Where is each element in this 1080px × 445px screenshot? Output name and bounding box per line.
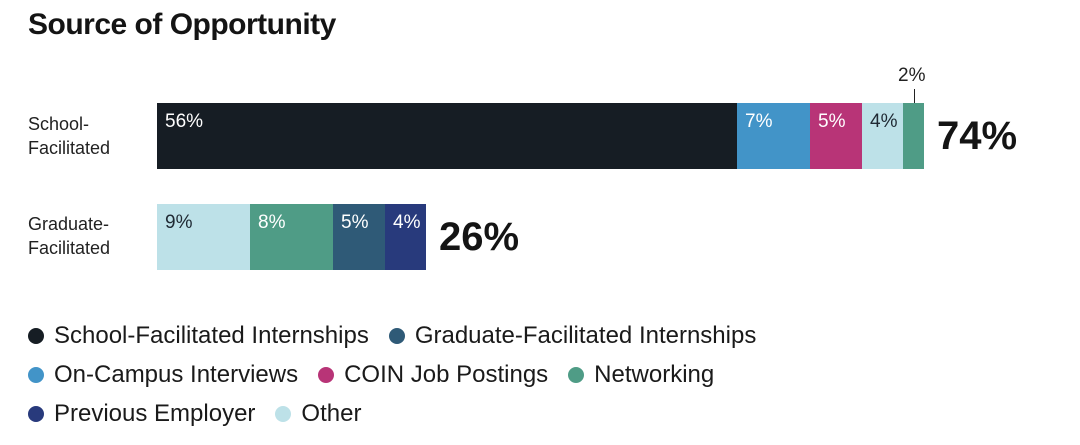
legend-swatch-icon [28,327,44,344]
row-label: Graduate- Facilitated [28,212,110,260]
bar-segment [903,103,924,169]
legend-swatch-icon [568,366,585,383]
bar-segment: 5% [333,204,385,270]
legend-item: COIN Job Postings [318,361,548,389]
bar-segment: 56% [157,103,737,169]
bar-segment: 4% [385,204,426,270]
segment-value-label: 9% [165,212,193,233]
total-label: 74% [937,114,1018,158]
row-label-line: Graduate- [28,214,110,234]
legend: School-Facilitated Internships Graduate-F… [28,316,1068,433]
legend-label: COIN Job Postings [344,360,549,388]
legend-item: Previous Employer [28,400,255,428]
legend-row: Previous Employer Other [28,394,1068,433]
legend-item: Graduate-Facilitated Internships [388,321,757,350]
bar-segment: 7% [737,103,810,169]
segment-value-label: 4% [393,212,421,233]
callout-line [914,89,915,103]
legend-swatch-icon [28,366,44,383]
segment-value-label: 5% [818,111,846,132]
legend-label: Networking [594,360,715,388]
row-label-line: School- [28,114,90,134]
legend-row: On-Campus Interviews COIN Job Postings Net… [28,355,1068,394]
stacked-bar: 56% 7% 5% 4% [157,103,924,169]
row-label-line: Facilitated [28,138,111,158]
legend-label: Graduate-Facilitated Internships [414,321,757,349]
legend-swatch-icon [28,405,44,422]
bar-segment: 9% [157,204,250,270]
total-label: 26% [439,215,520,259]
segment-value-label: 8% [258,212,286,233]
legend-row: School-Facilitated Internships Graduate-F… [28,316,1068,355]
row-label: School- Facilitated [28,112,110,160]
legend-label: On-Campus Interviews [54,360,299,388]
segment-value-label: 2% [898,65,926,86]
stacked-bar: 9% 8% 5% 4% [157,204,426,270]
legend-item: School-Facilitated Internships [28,322,369,350]
legend-item: Other [275,400,361,428]
legend-swatch-icon [388,327,405,344]
bar-segment: 8% [250,204,333,270]
row-label-line: Facilitated [28,238,111,258]
bar-segment: 4% [862,103,903,169]
legend-label: School-Facilitated Internships [54,321,369,349]
bar-segment: 5% [810,103,862,169]
legend-swatch-icon [318,366,335,383]
segment-value-label: 56% [165,111,204,132]
legend-label: Previous Employer [54,399,256,427]
segment-value-label: 4% [870,111,898,132]
chart-title: Source of Opportunity [28,8,336,41]
legend-item: Networking [568,361,714,389]
segment-value-label: 7% [745,111,773,132]
legend-label: Other [301,399,362,427]
legend-swatch-icon [275,405,292,422]
segment-value-label: 5% [341,212,369,233]
legend-item: On-Campus Interviews [28,361,298,389]
